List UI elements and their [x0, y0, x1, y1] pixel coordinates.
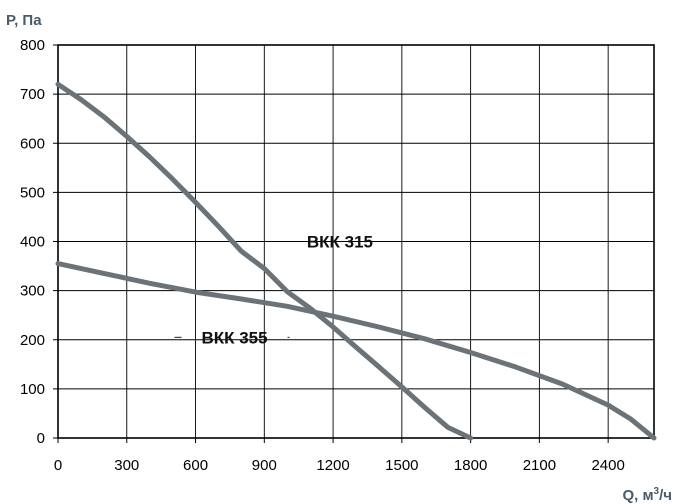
- x-tick-label: 1800: [454, 457, 487, 474]
- series-line-2: [55, 261, 657, 441]
- y-axis-title: P, Па: [6, 12, 42, 29]
- x-tick-label: 1200: [316, 457, 349, 474]
- x-tick-label: 300: [114, 457, 139, 474]
- x-axis-title-suffix: /ч: [659, 487, 672, 504]
- x-axis-title-main: Q, м: [622, 487, 653, 504]
- x-tick-label: 2400: [591, 457, 624, 474]
- x-tick-label: 0: [54, 457, 62, 474]
- y-tick-label: 800: [20, 37, 45, 54]
- series: [55, 81, 657, 441]
- x-tick-label: 2100: [523, 457, 556, 474]
- x-tick-label: 1500: [385, 457, 418, 474]
- y-tick-label: 0: [37, 430, 45, 447]
- series-labels: ВКК 315 ВКК 355: [174, 233, 430, 347]
- y-tick-label: 400: [20, 234, 45, 251]
- y-tick-label: 600: [20, 135, 45, 152]
- x-axis-title: Q, м3/ч: [622, 486, 672, 504]
- x-tick-label: 900: [252, 457, 277, 474]
- x-axis-title-sup: 3: [654, 486, 660, 497]
- y-tick-label: 300: [20, 283, 45, 300]
- series-label-1: ВКК 315: [307, 233, 373, 252]
- y-tick-label: 200: [20, 332, 45, 349]
- tick-labels: 0 300 600 900 1200 1500 1800 2100 2400 0 100 200 300…: [20, 37, 625, 474]
- series-label-2: ВКК 355: [201, 328, 267, 347]
- x-tick-label: 600: [183, 457, 208, 474]
- y-tick-label: 500: [20, 184, 45, 201]
- y-tick-label: 700: [20, 86, 45, 103]
- series-line-1: [55, 81, 474, 441]
- y-tick-label: 100: [20, 381, 45, 398]
